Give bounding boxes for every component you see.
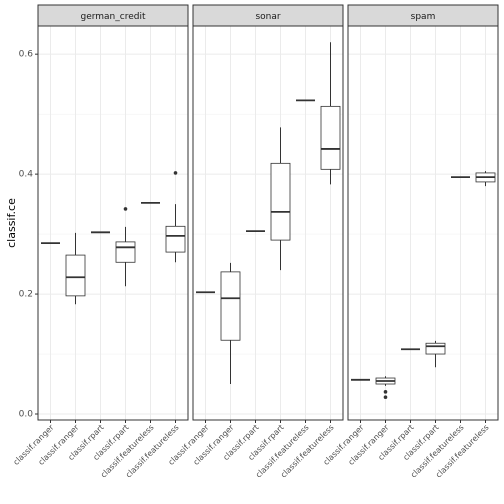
strip-label: spam bbox=[411, 12, 436, 22]
y-tick-label: 0.0 bbox=[19, 410, 34, 420]
strip bbox=[347, 4, 499, 27]
strip bbox=[192, 4, 344, 27]
panel-background bbox=[193, 26, 343, 420]
y-tick-label: 0.6 bbox=[19, 50, 34, 60]
box bbox=[115, 241, 136, 263]
box bbox=[220, 271, 241, 341]
panel-background bbox=[348, 26, 498, 420]
panel-background bbox=[38, 26, 188, 420]
box bbox=[320, 105, 341, 170]
box bbox=[270, 162, 291, 241]
outlier bbox=[123, 207, 128, 211]
box bbox=[425, 342, 446, 355]
box bbox=[65, 254, 86, 297]
box bbox=[165, 225, 186, 253]
strip-label: german_credit bbox=[80, 12, 145, 22]
outlier bbox=[173, 171, 178, 175]
y-tick-label: 0.4 bbox=[19, 170, 34, 180]
y-tick-label: 0.2 bbox=[19, 290, 33, 300]
y-axis-label: classif.ce bbox=[5, 198, 18, 248]
outlier bbox=[383, 390, 388, 394]
outlier bbox=[383, 395, 388, 400]
strip-label: sonar bbox=[255, 12, 280, 22]
strip bbox=[37, 4, 189, 27]
